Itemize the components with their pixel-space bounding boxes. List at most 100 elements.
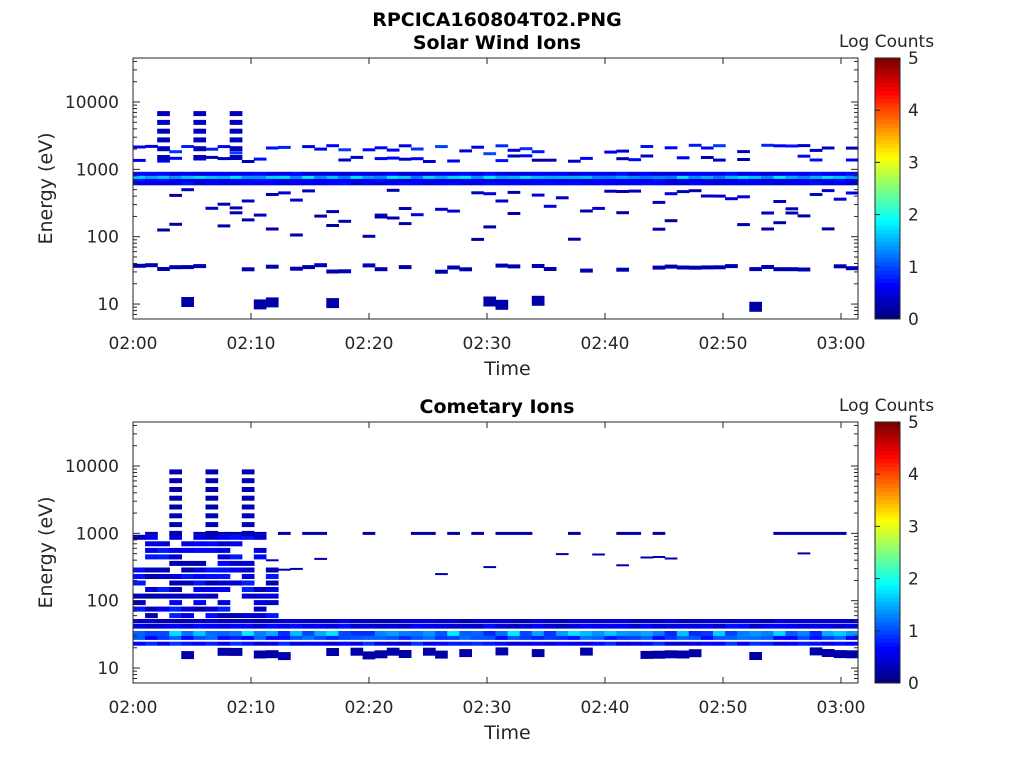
y-tick-label: 10: [97, 295, 119, 315]
spectrogram-cell: [241, 613, 255, 619]
spectrogram-cell: [737, 181, 750, 186]
spectrogram-cell: [495, 177, 509, 182]
spectrogram-cell: [652, 227, 666, 231]
colorbar-step: [875, 274, 900, 279]
spectrogram-cell: [543, 267, 557, 271]
colorbar-step: [875, 253, 900, 259]
spectrogram-cell: [676, 177, 690, 182]
spectrogram-cell: [797, 531, 811, 535]
spectrogram-cell: [821, 649, 835, 657]
spectrogram-cell: [169, 171, 182, 176]
spectrogram-cell: [386, 175, 400, 179]
spectrogram-cell: [761, 631, 774, 637]
spectrogram-cell: [338, 619, 352, 623]
colorbar-step: [875, 294, 900, 300]
x-tick-label: 02:00: [109, 698, 158, 718]
colorbar-step: [875, 139, 900, 145]
colorbar-step: [875, 102, 900, 108]
spectrogram-cell: [507, 531, 521, 535]
spectrogram-cell: [398, 175, 412, 179]
spectrogram-cell: [797, 177, 811, 182]
spectrogram-cell: [241, 560, 255, 566]
colorbar-step: [875, 229, 900, 234]
spectrogram-cell: [326, 210, 339, 214]
spectrogram-cell: [507, 635, 521, 640]
spectrogram-cell: [833, 177, 847, 182]
spectrogram-cell: [773, 171, 787, 176]
spectrogram-cell: [845, 619, 859, 623]
spectrogram-cell: [833, 650, 847, 659]
spectrogram-cell: [483, 171, 497, 176]
spectrogram-cell: [241, 631, 255, 637]
colorbar-step: [875, 576, 900, 582]
colorbar-step: [875, 66, 900, 71]
spectrogram-cell: [833, 171, 847, 176]
spectrogram-cell: [773, 221, 787, 225]
spectrogram-cell: [555, 631, 569, 637]
spectrogram-cell: [652, 556, 666, 558]
spectrogram-cell: [265, 613, 279, 619]
colorbar-step: [875, 62, 900, 67]
spectrogram-cell: [471, 145, 484, 149]
spectrogram-cell: [483, 641, 497, 646]
spectrogram-cell: [290, 171, 303, 176]
spectrogram-cell: [253, 299, 267, 310]
spectrogram-cell: [435, 573, 448, 576]
colorbar-step: [875, 560, 900, 566]
spectrogram-cell: [592, 635, 605, 640]
spectrogram-cell: [302, 265, 315, 270]
spectrogram-cell: [749, 267, 762, 272]
spectrogram-cell: [290, 175, 303, 179]
spectrogram-cell: [193, 128, 207, 134]
spectrogram-cell: [169, 547, 182, 553]
spectrogram-cell: [181, 635, 194, 640]
spectrogram-cell: [688, 265, 702, 270]
spectrogram-cell: [157, 228, 170, 232]
spectrogram-cell: [157, 146, 170, 152]
spectrogram-cell: [797, 631, 811, 637]
spectrogram-cell: [326, 635, 339, 640]
spectrogram-cell: [652, 177, 666, 182]
spectrogram-cell: [483, 181, 497, 186]
colorbar-tick-label: 3: [908, 153, 919, 173]
spectrogram-cell: [664, 650, 678, 659]
spectrogram-cell: [833, 619, 847, 623]
spectrogram-cell: [157, 593, 170, 599]
spectrogram-cell: [628, 175, 642, 179]
plot-area-frame: [132, 57, 859, 320]
spectrogram-cell: [253, 534, 267, 540]
spectrogram-cell: [265, 619, 279, 623]
spectrogram-cell: [229, 211, 243, 215]
spectrogram-cell: [326, 177, 339, 182]
spectrogram-cell: [700, 181, 714, 186]
colorbar-step: [875, 212, 900, 218]
spectrogram-cell: [592, 171, 605, 176]
colorbar-step: [875, 249, 900, 255]
colorbar-step: [875, 422, 900, 427]
spectrogram-cell: [616, 631, 629, 637]
spectrogram-cell: [157, 119, 170, 125]
spectrogram-cell: [761, 265, 774, 269]
spectrogram-cell: [157, 111, 170, 117]
spectrogram-cell: [350, 155, 364, 159]
spectrogram-cell: [797, 641, 811, 646]
spectrogram-cell: [314, 214, 327, 218]
spectrogram-cell: [447, 181, 460, 186]
colorbar-step: [875, 540, 900, 545]
spectrogram-cell: [749, 619, 762, 623]
spectrogram-cell: [628, 181, 642, 186]
spectrogram-cell: [350, 635, 364, 640]
spectrogram-cell: [785, 211, 799, 215]
spectrogram-cell: [265, 587, 279, 592]
spectrogram-cell: [797, 175, 811, 179]
spectrogram-cell: [749, 631, 762, 637]
spectrogram-cell: [410, 157, 424, 161]
spectrogram-cell: [531, 181, 545, 186]
spectrogram-cell: [580, 177, 593, 182]
spectrogram-cell: [217, 224, 231, 228]
spectrogram-cell: [241, 478, 255, 484]
spectrogram-cell: [664, 635, 678, 640]
spectrogram-cell: [833, 641, 847, 646]
spectrogram-cell: [749, 652, 762, 660]
